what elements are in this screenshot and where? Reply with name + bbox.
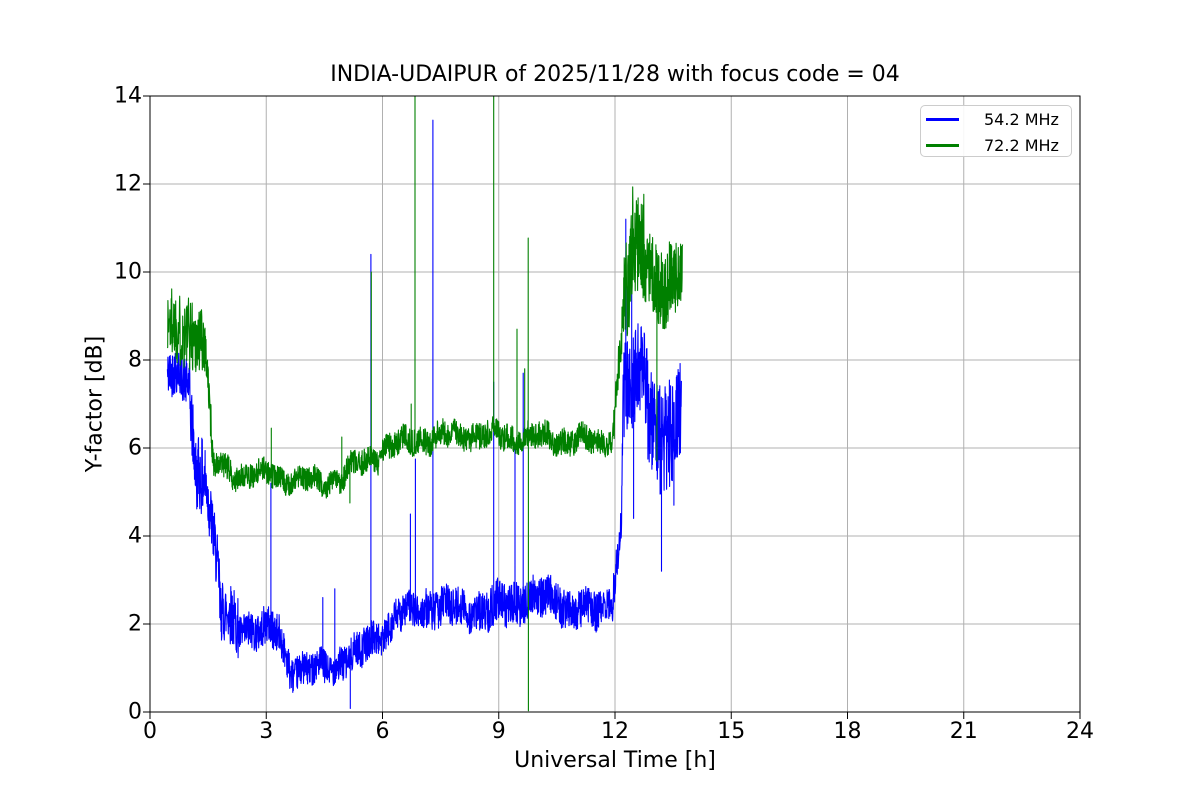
series-line-54-2-mhz — [166, 119, 682, 710]
y-tick-label: 6 — [128, 435, 142, 461]
x-tick-label: 24 — [1066, 719, 1094, 744]
legend-line-sample — [926, 143, 959, 147]
chart-title: INDIA-UDAIPUR of 2025/11/28 with focus c… — [330, 62, 900, 87]
x-tick-label: 15 — [717, 719, 746, 744]
y-tick-label: 8 — [128, 347, 142, 373]
y-tick-label: 4 — [128, 523, 142, 549]
y-tick-label: 10 — [114, 259, 142, 285]
legend-row: 72.2 MHz — [921, 132, 1071, 158]
x-tick-label: 21 — [949, 719, 978, 744]
y-tick-label: 14 — [114, 83, 142, 109]
x-axis-label: Universal Time [h] — [514, 748, 716, 773]
x-tick-label: 12 — [601, 719, 629, 744]
legend-row: 54.2 MHz — [921, 106, 1071, 132]
y-tick-label: 2 — [128, 611, 142, 637]
legend-line-sample — [926, 117, 959, 121]
x-tick-label: 9 — [491, 719, 506, 744]
x-tick-label: 3 — [259, 719, 274, 744]
y-tick-label: 12 — [114, 171, 142, 197]
series-line-72-2-mhz — [166, 96, 684, 712]
x-tick-label: 0 — [143, 719, 157, 744]
legend-label: 72.2 MHz — [984, 135, 1059, 155]
y-tick-label: 0 — [128, 699, 142, 725]
legend: 54.2 MHz 72.2 MHz — [920, 105, 1072, 157]
legend-label: 54.2 MHz — [984, 109, 1059, 129]
x-tick-label: 18 — [833, 719, 862, 744]
x-tick-label: 6 — [375, 719, 390, 744]
